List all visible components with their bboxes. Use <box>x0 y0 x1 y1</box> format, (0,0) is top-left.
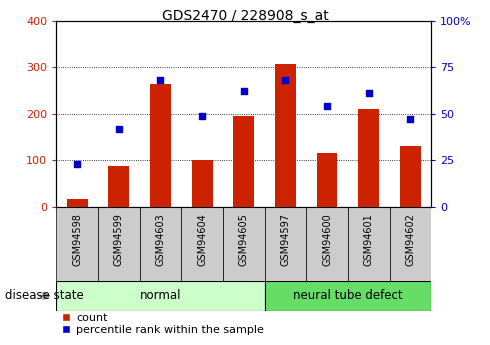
Text: normal: normal <box>140 289 181 302</box>
Bar <box>275 63 296 207</box>
Point <box>198 113 206 118</box>
Bar <box>348 207 390 281</box>
Point <box>156 78 164 83</box>
Bar <box>56 207 98 281</box>
Bar <box>67 199 88 207</box>
Point <box>365 91 372 96</box>
Text: disease state: disease state <box>5 289 84 302</box>
Bar <box>98 207 140 281</box>
Bar <box>108 166 129 207</box>
Bar <box>306 207 348 281</box>
Bar <box>317 154 338 207</box>
Text: GSM94599: GSM94599 <box>114 213 124 266</box>
Bar <box>150 83 171 207</box>
Legend: count, percentile rank within the sample: count, percentile rank within the sample <box>62 313 264 335</box>
Text: GSM94600: GSM94600 <box>322 213 332 266</box>
Point <box>74 161 81 167</box>
Text: GSM94604: GSM94604 <box>197 213 207 266</box>
Bar <box>140 207 181 281</box>
Text: GSM94602: GSM94602 <box>405 213 416 266</box>
Point <box>115 126 122 131</box>
Bar <box>56 281 265 310</box>
Text: GSM94601: GSM94601 <box>364 213 374 266</box>
Text: GSM94603: GSM94603 <box>155 213 166 266</box>
Point <box>323 104 331 109</box>
Text: GDS2470 / 228908_s_at: GDS2470 / 228908_s_at <box>162 9 328 23</box>
Bar <box>358 109 379 207</box>
Bar <box>265 207 306 281</box>
Bar <box>192 160 213 207</box>
Text: GSM94598: GSM94598 <box>72 213 82 266</box>
Bar <box>181 207 223 281</box>
Bar <box>233 116 254 207</box>
Point <box>281 78 289 83</box>
Text: GSM94605: GSM94605 <box>239 213 249 266</box>
Text: GSM94597: GSM94597 <box>280 213 291 266</box>
Point <box>240 89 247 94</box>
Bar <box>400 146 421 207</box>
Bar <box>223 207 265 281</box>
Bar <box>390 207 431 281</box>
Text: neural tube defect: neural tube defect <box>293 289 403 302</box>
Point <box>406 117 414 122</box>
Bar <box>265 281 431 310</box>
